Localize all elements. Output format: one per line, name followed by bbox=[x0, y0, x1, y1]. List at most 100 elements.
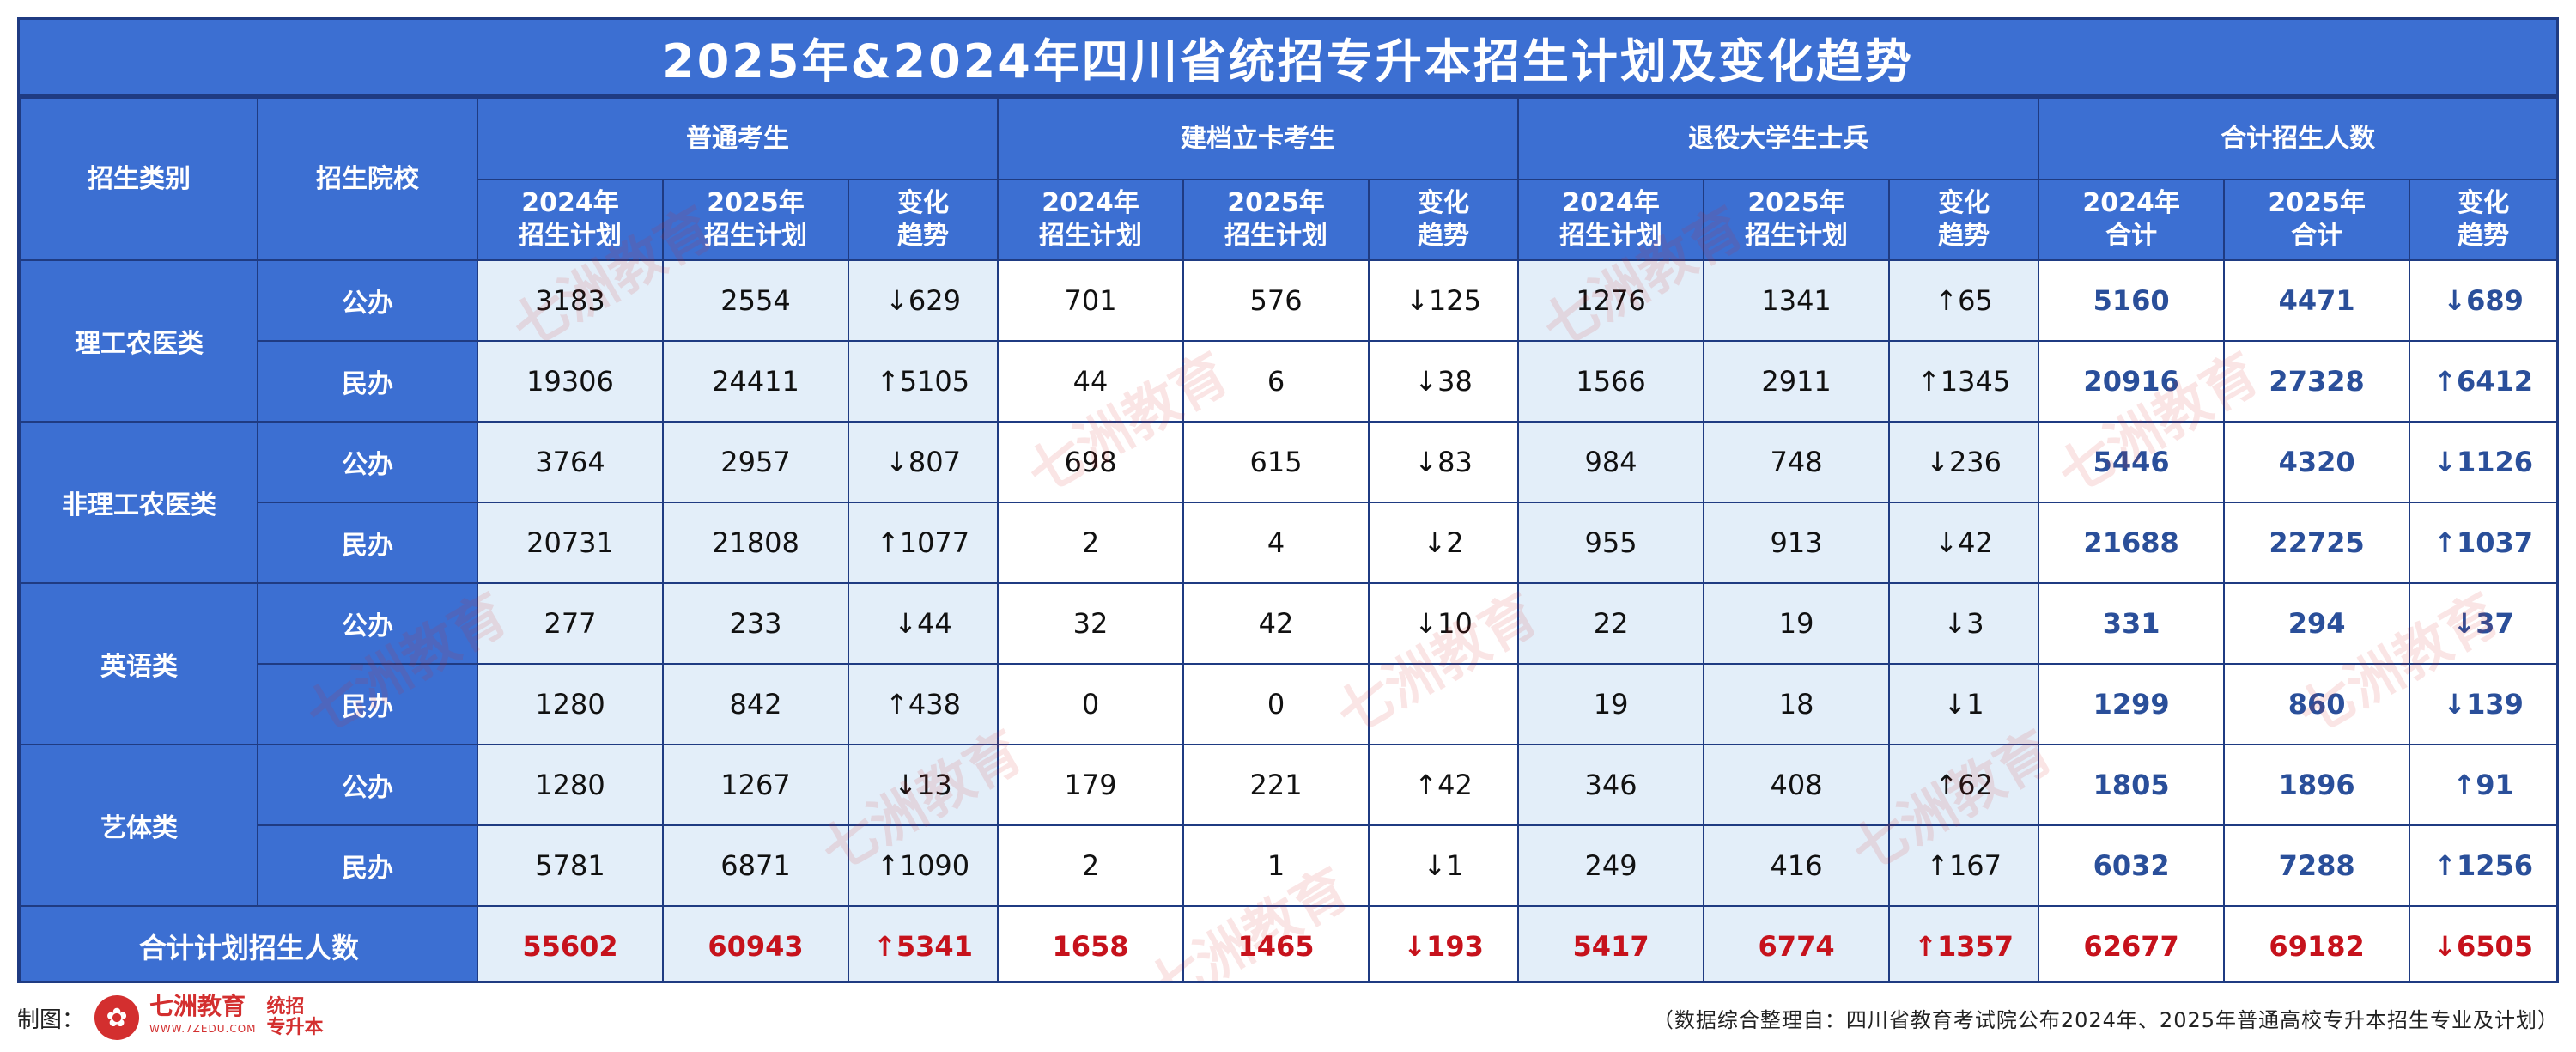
trend-cell: ↑65 bbox=[1888, 259, 2040, 342]
value-cell: 21808 bbox=[662, 502, 849, 584]
value-cell: 1566 bbox=[1517, 340, 1705, 423]
category-cell: 非理工农医类 bbox=[20, 421, 258, 584]
value-cell: 179 bbox=[997, 744, 1185, 826]
subheader-veteran-plan2024: 2024年 招生计划 bbox=[1517, 179, 1705, 261]
trend-cell: ↓807 bbox=[847, 421, 999, 503]
value-cell: 913 bbox=[1703, 502, 1891, 584]
value-cell: 221 bbox=[1182, 744, 1370, 826]
value-cell: 2 bbox=[997, 824, 1185, 907]
value-cell: 408 bbox=[1703, 744, 1891, 826]
school-type-cell: 民办 bbox=[257, 824, 478, 907]
value-cell: 294 bbox=[2223, 582, 2411, 665]
value-cell: 1 bbox=[1182, 824, 1370, 907]
subheader-regular-plan2024: 2024年 招生计划 bbox=[477, 179, 664, 261]
value-cell: 1276 bbox=[1517, 259, 1705, 342]
value-cell: 698 bbox=[997, 421, 1185, 503]
brand-logo-icon: ✿ bbox=[94, 995, 140, 1040]
trend-cell: ↑1090 bbox=[847, 824, 999, 907]
value-cell: 233 bbox=[662, 582, 849, 665]
school-type-cell: 民办 bbox=[257, 502, 478, 584]
trend-cell: ↓13 bbox=[847, 744, 999, 826]
value-cell: 955 bbox=[1517, 502, 1705, 584]
total-value-cell: 55602 bbox=[477, 905, 664, 981]
trend-cell: ↓2 bbox=[1368, 502, 1520, 584]
value-cell: 4320 bbox=[2223, 421, 2411, 503]
subheader-total-trend: 变化 趋势 bbox=[2409, 179, 2556, 261]
trend-cell: ↑6412 bbox=[2409, 340, 2556, 423]
trend-cell: ↓1 bbox=[1888, 663, 2040, 745]
school-type-cell: 公办 bbox=[257, 744, 478, 826]
trend-cell: ↓37 bbox=[2409, 582, 2556, 665]
subheader-registered-poor-plan2024: 2024年 招生计划 bbox=[997, 179, 1185, 261]
total-trend-cell: ↓193 bbox=[1368, 905, 1520, 981]
value-cell: 20916 bbox=[2038, 340, 2226, 423]
value-cell: 346 bbox=[1517, 744, 1705, 826]
value-cell: 3764 bbox=[477, 421, 664, 503]
value-cell: 1299 bbox=[2038, 663, 2226, 745]
value-cell: 6871 bbox=[662, 824, 849, 907]
value-cell: 6 bbox=[1182, 340, 1370, 423]
trend-cell: ↓1 bbox=[1368, 824, 1520, 907]
value-cell: 984 bbox=[1517, 421, 1705, 503]
trend-cell: ↑438 bbox=[847, 663, 999, 745]
value-cell: 416 bbox=[1703, 824, 1891, 907]
header-group-total: 合计招生人数 bbox=[2038, 97, 2556, 180]
value-cell: 20731 bbox=[477, 502, 664, 584]
value-cell: 1280 bbox=[477, 744, 664, 826]
trend-cell: ↑1077 bbox=[847, 502, 999, 584]
school-type-cell: 公办 bbox=[257, 259, 478, 342]
value-cell: 6032 bbox=[2038, 824, 2226, 907]
trend-cell: ↑1345 bbox=[1888, 340, 2040, 423]
value-cell: 0 bbox=[997, 663, 1185, 745]
value-cell: 277 bbox=[477, 582, 664, 665]
value-cell: 32 bbox=[997, 582, 1185, 665]
value-cell: 2957 bbox=[662, 421, 849, 503]
value-cell: 27328 bbox=[2223, 340, 2411, 423]
total-value-cell: 1465 bbox=[1182, 905, 1370, 981]
trend-cell: ↓236 bbox=[1888, 421, 2040, 503]
trend-cell: ↑62 bbox=[1888, 744, 2040, 826]
table-row: 民办 5781 6871 ↑1090 2 1 ↓1 249 416 ↑167 6032 7288 ↑12… bbox=[21, 824, 2556, 907]
trend-cell: ↑1256 bbox=[2409, 824, 2556, 907]
value-cell: 1341 bbox=[1703, 259, 1891, 342]
total-value-cell: 6774 bbox=[1703, 905, 1891, 981]
brand: 七洲教育 WWW.7ZEDU.COM bbox=[149, 994, 257, 1040]
value-cell: 19 bbox=[1703, 582, 1891, 665]
total-value-cell: 69182 bbox=[2223, 905, 2411, 981]
brand-url: WWW.7ZEDU.COM bbox=[149, 1023, 257, 1035]
total-trend-cell: ↑1357 bbox=[1888, 905, 2040, 981]
trend-cell: ↑91 bbox=[2409, 744, 2556, 826]
category-cell: 艺体类 bbox=[20, 744, 258, 907]
trend-cell: ↓42 bbox=[1888, 502, 2040, 584]
subheader-registered-poor-trend: 变化 趋势 bbox=[1368, 179, 1520, 261]
value-cell: 860 bbox=[2223, 663, 2411, 745]
value-cell: 249 bbox=[1517, 824, 1705, 907]
header-category: 招生类别 bbox=[20, 97, 258, 261]
total-value-cell: 60943 bbox=[662, 905, 849, 981]
trend-cell: ↓689 bbox=[2409, 259, 2556, 342]
value-cell: 22725 bbox=[2223, 502, 2411, 584]
value-cell: 615 bbox=[1182, 421, 1370, 503]
credit-label: 制图： bbox=[17, 1006, 85, 1033]
subheader-veteran-plan2025: 2025年 招生计划 bbox=[1703, 179, 1891, 261]
total-trend-cell: ↑5341 bbox=[847, 905, 999, 981]
value-cell: 842 bbox=[662, 663, 849, 745]
trend-cell: ↓83 bbox=[1368, 421, 1520, 503]
subheader-total-total2024: 2024年 合计 bbox=[2038, 179, 2226, 261]
subheader-total-total2025: 2025年 合计 bbox=[2223, 179, 2411, 261]
value-cell: 748 bbox=[1703, 421, 1891, 503]
school-type-cell: 公办 bbox=[257, 582, 478, 665]
school-type-cell: 民办 bbox=[257, 340, 478, 423]
value-cell: 21688 bbox=[2038, 502, 2226, 584]
trend-cell: ↑1037 bbox=[2409, 502, 2556, 584]
school-type-cell: 公办 bbox=[257, 421, 478, 503]
value-cell: 2 bbox=[997, 502, 1185, 584]
value-cell: 2911 bbox=[1703, 340, 1891, 423]
trend-cell bbox=[1368, 663, 1520, 745]
trend-cell: ↑167 bbox=[1888, 824, 2040, 907]
value-cell: 7288 bbox=[2223, 824, 2411, 907]
value-cell: 701 bbox=[997, 259, 1185, 342]
table-row: 英语类 公办 277 233 ↓44 32 42 ↓10 22 19 ↓3 331 294 ↓37 bbox=[20, 582, 2556, 745]
category-cell: 英语类 bbox=[20, 582, 258, 745]
value-cell: 19 bbox=[1517, 663, 1705, 745]
